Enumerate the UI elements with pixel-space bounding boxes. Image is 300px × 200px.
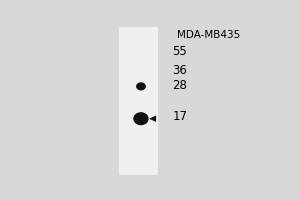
Polygon shape [149,115,156,122]
Text: 36: 36 [172,64,187,77]
Text: 17: 17 [172,110,187,123]
Ellipse shape [137,83,145,90]
Text: 55: 55 [172,45,187,58]
Text: MDA-MB435: MDA-MB435 [177,30,240,40]
Bar [119,27,158,175]
Ellipse shape [134,113,148,125]
Text: 28: 28 [172,79,187,92]
